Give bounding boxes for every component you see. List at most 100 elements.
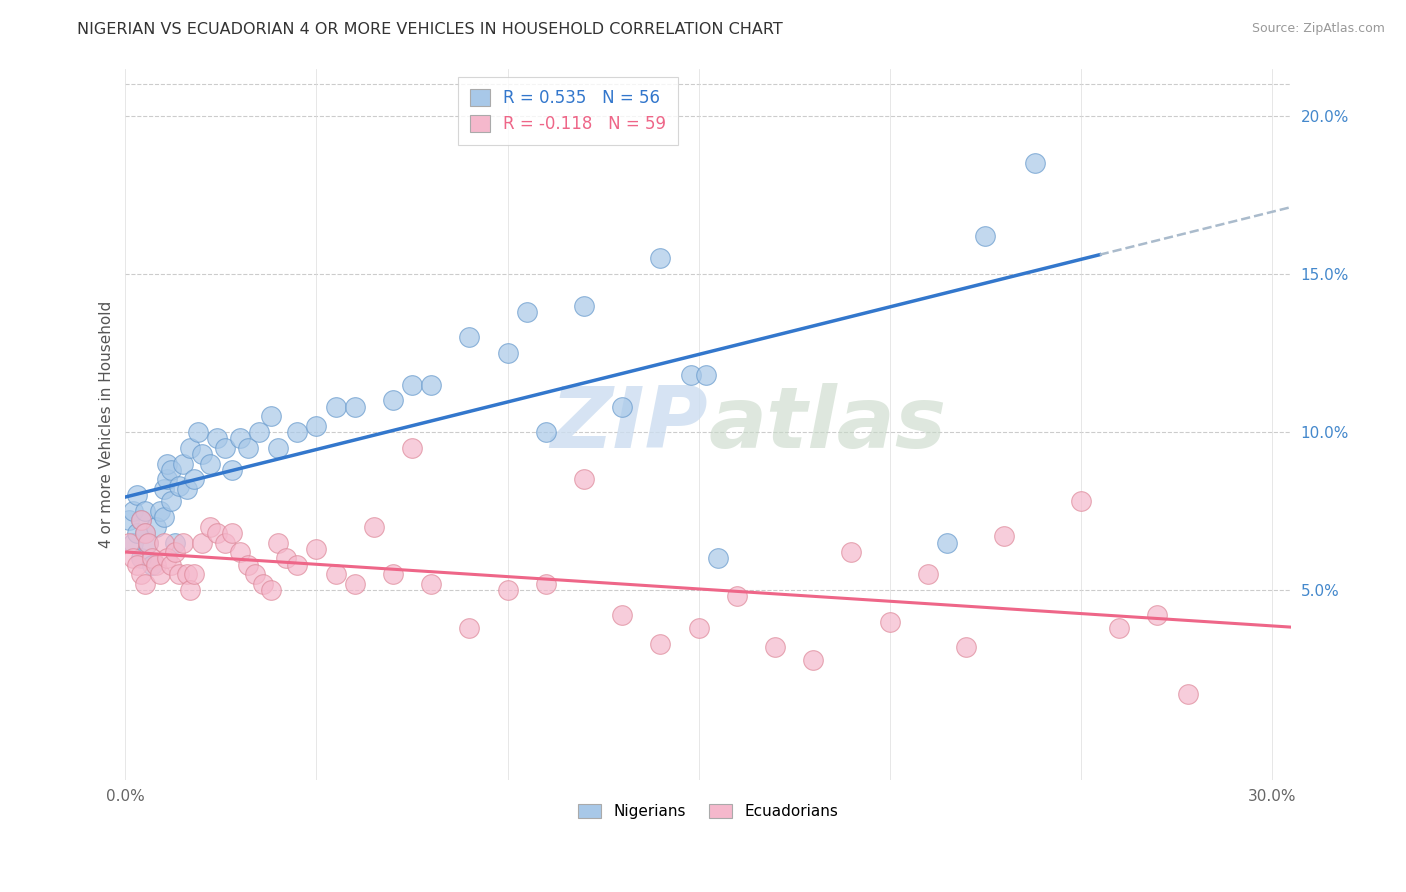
Point — [122, 535, 145, 549]
Point — [172, 535, 194, 549]
Point — [1024, 156, 1046, 170]
Point — [172, 457, 194, 471]
Text: Source: ZipAtlas.com: Source: ZipAtlas.com — [1251, 22, 1385, 36]
Point — [221, 526, 243, 541]
Point — [125, 558, 148, 572]
Point — [145, 558, 167, 572]
Point — [343, 576, 366, 591]
Point — [156, 551, 179, 566]
Point — [167, 567, 190, 582]
Point — [650, 251, 672, 265]
Point — [134, 504, 156, 518]
Point — [325, 400, 347, 414]
Point — [160, 558, 183, 572]
Point — [160, 494, 183, 508]
Point — [122, 504, 145, 518]
Y-axis label: 4 or more Vehicles in Household: 4 or more Vehicles in Household — [100, 301, 114, 548]
Point — [287, 558, 309, 572]
Text: ZIP: ZIP — [551, 383, 709, 466]
Point — [198, 520, 221, 534]
Point — [141, 558, 163, 572]
Point — [381, 567, 404, 582]
Point — [247, 425, 270, 439]
Point — [420, 576, 443, 591]
Point — [160, 463, 183, 477]
Point — [343, 400, 366, 414]
Point — [149, 504, 172, 518]
Point — [149, 567, 172, 582]
Point — [935, 535, 957, 549]
Point — [534, 425, 557, 439]
Point — [179, 441, 201, 455]
Point — [214, 441, 236, 455]
Point — [118, 535, 141, 549]
Point — [245, 567, 267, 582]
Point — [141, 551, 163, 566]
Point — [205, 526, 228, 541]
Point — [134, 576, 156, 591]
Point — [305, 418, 328, 433]
Point — [267, 535, 290, 549]
Point — [993, 529, 1015, 543]
Point — [187, 425, 209, 439]
Point — [122, 551, 145, 566]
Point — [401, 377, 423, 392]
Text: atlas: atlas — [709, 383, 946, 466]
Point — [801, 652, 824, 666]
Point — [138, 535, 160, 549]
Point — [763, 640, 786, 654]
Point — [706, 551, 728, 566]
Point — [183, 567, 205, 582]
Point — [229, 545, 252, 559]
Point — [191, 447, 214, 461]
Point — [496, 582, 519, 597]
Point — [129, 513, 152, 527]
Point — [381, 393, 404, 408]
Point — [363, 520, 385, 534]
Point — [236, 441, 259, 455]
Point — [165, 535, 187, 549]
Point — [610, 400, 633, 414]
Point — [679, 368, 702, 382]
Point — [191, 535, 214, 549]
Point — [534, 576, 557, 591]
Point — [955, 640, 977, 654]
Point — [259, 409, 281, 424]
Point — [1177, 687, 1199, 701]
Point — [176, 567, 198, 582]
Point — [274, 551, 297, 566]
Point — [420, 377, 443, 392]
Point — [458, 621, 481, 635]
Point — [118, 513, 141, 527]
Point — [165, 545, 187, 559]
Point — [252, 576, 274, 591]
Point — [572, 472, 595, 486]
Point — [917, 567, 939, 582]
Point — [125, 488, 148, 502]
Point — [134, 526, 156, 541]
Legend: Nigerians, Ecuadorians: Nigerians, Ecuadorians — [572, 798, 844, 825]
Point — [688, 621, 710, 635]
Point — [496, 346, 519, 360]
Point — [1070, 494, 1092, 508]
Point — [179, 582, 201, 597]
Point — [156, 472, 179, 486]
Point — [152, 482, 174, 496]
Point — [236, 558, 259, 572]
Point — [229, 431, 252, 445]
Point — [183, 472, 205, 486]
Point — [134, 526, 156, 541]
Point — [167, 478, 190, 492]
Point — [152, 535, 174, 549]
Point — [325, 567, 347, 582]
Point — [725, 590, 748, 604]
Point — [974, 229, 997, 244]
Point — [214, 535, 236, 549]
Point — [129, 513, 152, 527]
Point — [176, 482, 198, 496]
Point — [1108, 621, 1130, 635]
Point — [650, 637, 672, 651]
Point — [221, 463, 243, 477]
Point — [267, 441, 290, 455]
Point — [129, 551, 152, 566]
